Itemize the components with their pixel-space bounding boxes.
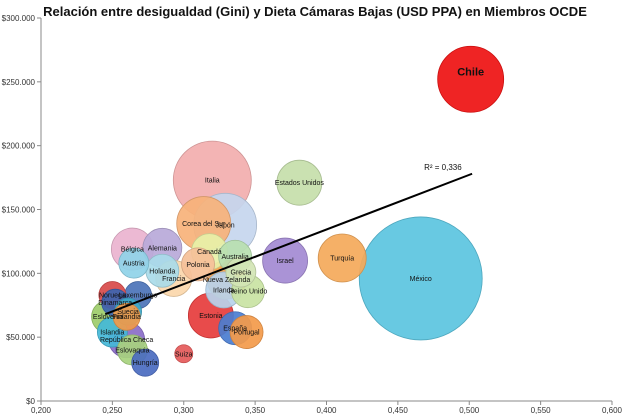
label-eslovaquia: Eslovaquia bbox=[115, 347, 149, 354]
label-francia: Francia bbox=[162, 276, 185, 283]
label-espana: España bbox=[223, 326, 247, 333]
axes: $0 $50.000 $100.000 $150.000 $200.000 $250.00… bbox=[2, 14, 623, 415]
label-belgica: Bélgica bbox=[121, 247, 144, 254]
label-luxemburgo: Luxemburgo bbox=[119, 293, 158, 300]
y-tick-label: $200.000 bbox=[2, 142, 36, 151]
label-estados-unidos: Estados Unidos bbox=[275, 180, 325, 187]
label-republica-checa: República Checa bbox=[100, 337, 153, 344]
label-australia: Australia bbox=[222, 254, 249, 261]
label-reino-unido: Reino Unido bbox=[229, 289, 268, 296]
x-tick-label: 0,550 bbox=[531, 406, 552, 415]
x-tick-label: 0,500 bbox=[459, 406, 480, 415]
label-estonia: Estonia bbox=[199, 313, 222, 320]
x-tick-label: 0,350 bbox=[245, 406, 266, 415]
label-turquia: Turquía bbox=[330, 256, 354, 263]
label-suecia: Suecia bbox=[117, 309, 139, 316]
bubbles-layer bbox=[91, 45, 505, 377]
label-suiza: Suiza bbox=[175, 351, 193, 358]
y-tick-label: $250.000 bbox=[2, 78, 36, 87]
trendline bbox=[104, 172, 473, 316]
bubble-portugal bbox=[229, 315, 264, 349]
x-tick-label: 0,600 bbox=[602, 406, 623, 415]
label-dinamarca: Dinamarca bbox=[98, 300, 132, 307]
label-italia: Italia bbox=[205, 178, 220, 185]
label-corea-del-sur: Corea del Sur bbox=[182, 221, 226, 228]
label-islandia: Islandia bbox=[100, 330, 124, 337]
y-tick-label: $300.000 bbox=[2, 14, 36, 23]
y-tick-label: $50.000 bbox=[6, 333, 35, 342]
x-tick-label: 0,300 bbox=[174, 406, 195, 415]
x-tick-label: 0,250 bbox=[102, 406, 123, 415]
bubble-suiza bbox=[174, 344, 194, 364]
label-finlandia: Finlandia bbox=[112, 314, 141, 321]
label-irlanda: Irlanda bbox=[213, 287, 235, 294]
label-nueva-zelanda: Nueva Zelanda bbox=[203, 277, 251, 284]
bubble-labels-layer: Chile México Italia Estados Unidos JapónCore… bbox=[93, 66, 484, 367]
bubble-chile bbox=[437, 45, 505, 113]
bubble-hungria bbox=[131, 348, 160, 377]
r-squared-label: R² = 0,336 bbox=[424, 163, 462, 172]
label-eslovenia: Eslovenia bbox=[93, 314, 123, 321]
label-mexico: México bbox=[410, 276, 432, 283]
label-hungria: Hungría bbox=[133, 360, 158, 367]
chart-title: Relación entre desigualdad (Gini) y Diet… bbox=[43, 4, 587, 19]
bubble-austria bbox=[118, 247, 150, 279]
label-israel: Israel bbox=[277, 258, 295, 265]
bubble-estados-unidos bbox=[276, 159, 323, 206]
bubble-finlandia bbox=[112, 302, 141, 331]
label-chile: Chile bbox=[457, 66, 484, 78]
y-tick-label: $100.000 bbox=[2, 269, 36, 278]
bubble-mexico bbox=[358, 216, 483, 341]
label-grecia: Grecia bbox=[231, 270, 252, 277]
x-tick-label: 0,400 bbox=[316, 406, 337, 415]
x-tick-label: 0,450 bbox=[388, 406, 409, 415]
label-japon: Japón bbox=[216, 222, 235, 229]
bubble-turquia bbox=[317, 233, 367, 283]
bubble-polonia bbox=[181, 247, 215, 282]
label-holanda: Holanda bbox=[149, 268, 175, 275]
x-tick-label: 0,200 bbox=[31, 406, 52, 415]
trendline-layer: R² = 0,336 bbox=[104, 163, 473, 316]
label-austria: Austria bbox=[123, 261, 145, 268]
label-alemania: Alemania bbox=[148, 245, 177, 252]
label-canada: Canadá bbox=[197, 249, 222, 256]
y-tick-label: $150.000 bbox=[2, 206, 36, 215]
label-noruega: Noruega bbox=[99, 293, 126, 300]
y-tick-label: $0 bbox=[26, 397, 35, 406]
label-portugal: Portugal bbox=[234, 330, 261, 337]
label-polonia: Polonia bbox=[186, 262, 209, 269]
